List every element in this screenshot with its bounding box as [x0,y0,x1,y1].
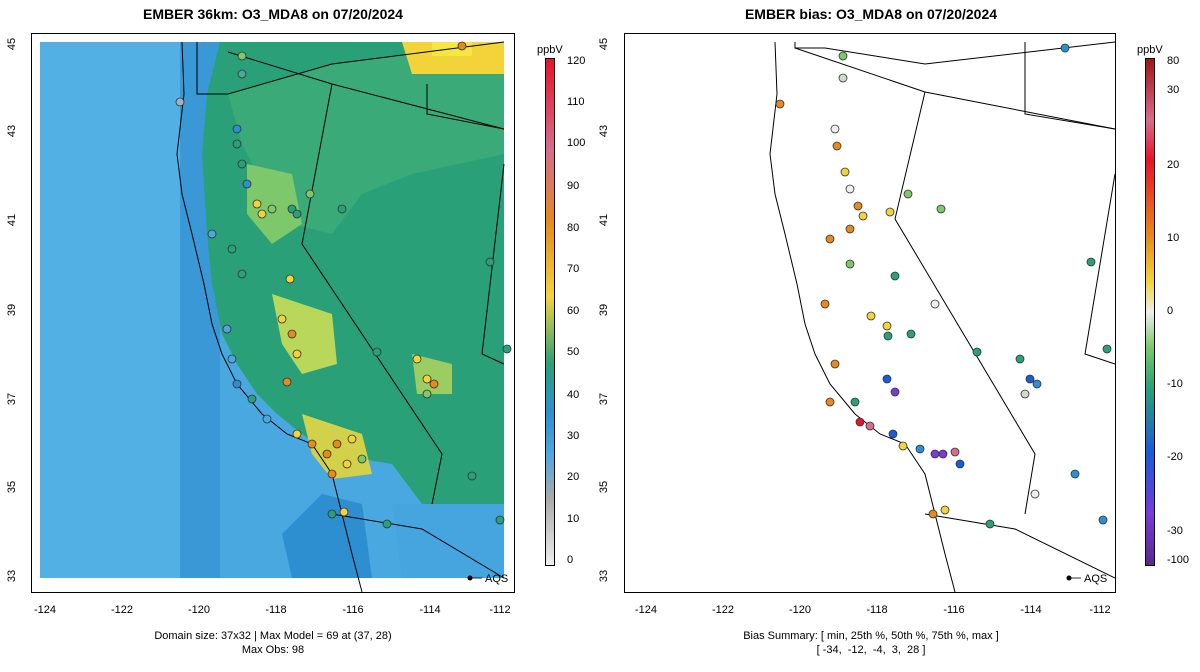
left-cbar-tick: 20 [567,471,580,483]
right-map-title: EMBER bias: O3_MDA8 on 07/20/2024 [744,6,998,22]
x-tick-114: -114 [419,604,441,616]
x-tick-116-right: -116 [943,604,965,616]
x-tick-116: -116 [342,604,364,616]
model-map-svg: AQS [40,41,512,592]
model-map-panel: AQS [31,33,515,593]
left-footer-line2: Max Obs: 98 [241,644,305,656]
x-tick-118-right: -118 [866,604,888,616]
left-cbar-tick: 70 [567,263,580,275]
left-cbar-tick: 90 [567,180,580,192]
x-tick-122-right: -122 [711,604,735,616]
right-colorbar [1145,58,1155,566]
x-tick-124: -124 [33,604,57,616]
left-cbar-tick: 110 [567,96,585,108]
y-tick-35: 35 [6,480,18,494]
y-tick-41-right: 41 [598,213,610,227]
x-tick-122: -122 [110,604,134,616]
left-cbar-tick: 50 [567,346,580,358]
right-cbar-tick: -30 [1167,525,1183,537]
y-tick-45-right: 45 [598,37,610,51]
right-footer-line2: [ -34, -12, -4, 3, 28 ] [816,644,926,656]
x-tick-120: -120 [187,604,211,616]
left-cbar-tick: 30 [567,430,580,442]
y-tick-43-right: 43 [598,124,610,138]
right-cbar-tick: 80 [1167,55,1180,67]
y-tick-37: 37 [6,392,18,406]
left-colorbar-unit: ppbV [537,44,563,56]
aqs-marker-label: AQS [485,573,508,585]
y-tick-41: 41 [6,213,18,227]
y-tick-37-right: 37 [598,392,610,406]
right-cbar-tick: 30 [1167,84,1180,96]
left-cbar-tick: 40 [567,389,580,401]
right-cbar-tick: 10 [1167,232,1180,244]
x-tick-112-right: -112 [1089,604,1111,616]
bias-map-panel: AQS [624,33,1116,593]
y-tick-39: 39 [6,303,18,317]
y-tick-39-right: 39 [598,303,610,317]
right-cbar-tick: -10 [1167,378,1183,390]
left-cbar-tick: 0 [567,554,574,566]
y-tick-45: 45 [6,37,18,51]
y-tick-33-right: 33 [598,569,610,583]
right-cbar-tick: -100 [1167,554,1190,566]
left-cbar-tick: 10 [567,513,580,525]
right-colorbar-unit: ppbV [1137,44,1163,56]
right-cbar-tick: 0 [1167,305,1174,317]
x-tick-114-right: -114 [1020,604,1042,616]
y-tick-33: 33 [6,569,18,583]
x-tick-120-right: -120 [788,604,812,616]
y-tick-35-right: 35 [598,480,610,494]
x-tick-124-right: -124 [634,604,658,616]
left-map-title: EMBER 36km: O3_MDA8 on 07/20/2024 [143,6,403,22]
x-tick-112: -112 [489,604,511,616]
right-footer-line1: Bias Summary: [ min, 25th %, 50th %, 75t… [743,630,999,642]
left-cbar-tick: 60 [567,305,580,317]
right-cbar-tick: -20 [1167,451,1183,463]
aqs-marker-label-right: AQS [1084,573,1107,585]
left-footer-line1: Domain size: 37x32 | Max Model = 69 at (… [154,630,392,642]
left-cbar-tick: 80 [567,222,580,234]
left-cbar-tick: 100 [567,137,586,149]
left-cbar-tick: 120 [567,55,586,67]
x-tick-118: -118 [265,604,287,616]
right-cbar-tick: 20 [1167,159,1180,171]
left-colorbar [545,58,555,566]
bias-map-svg: AQS [769,41,1115,592]
y-tick-43: 43 [6,124,18,138]
